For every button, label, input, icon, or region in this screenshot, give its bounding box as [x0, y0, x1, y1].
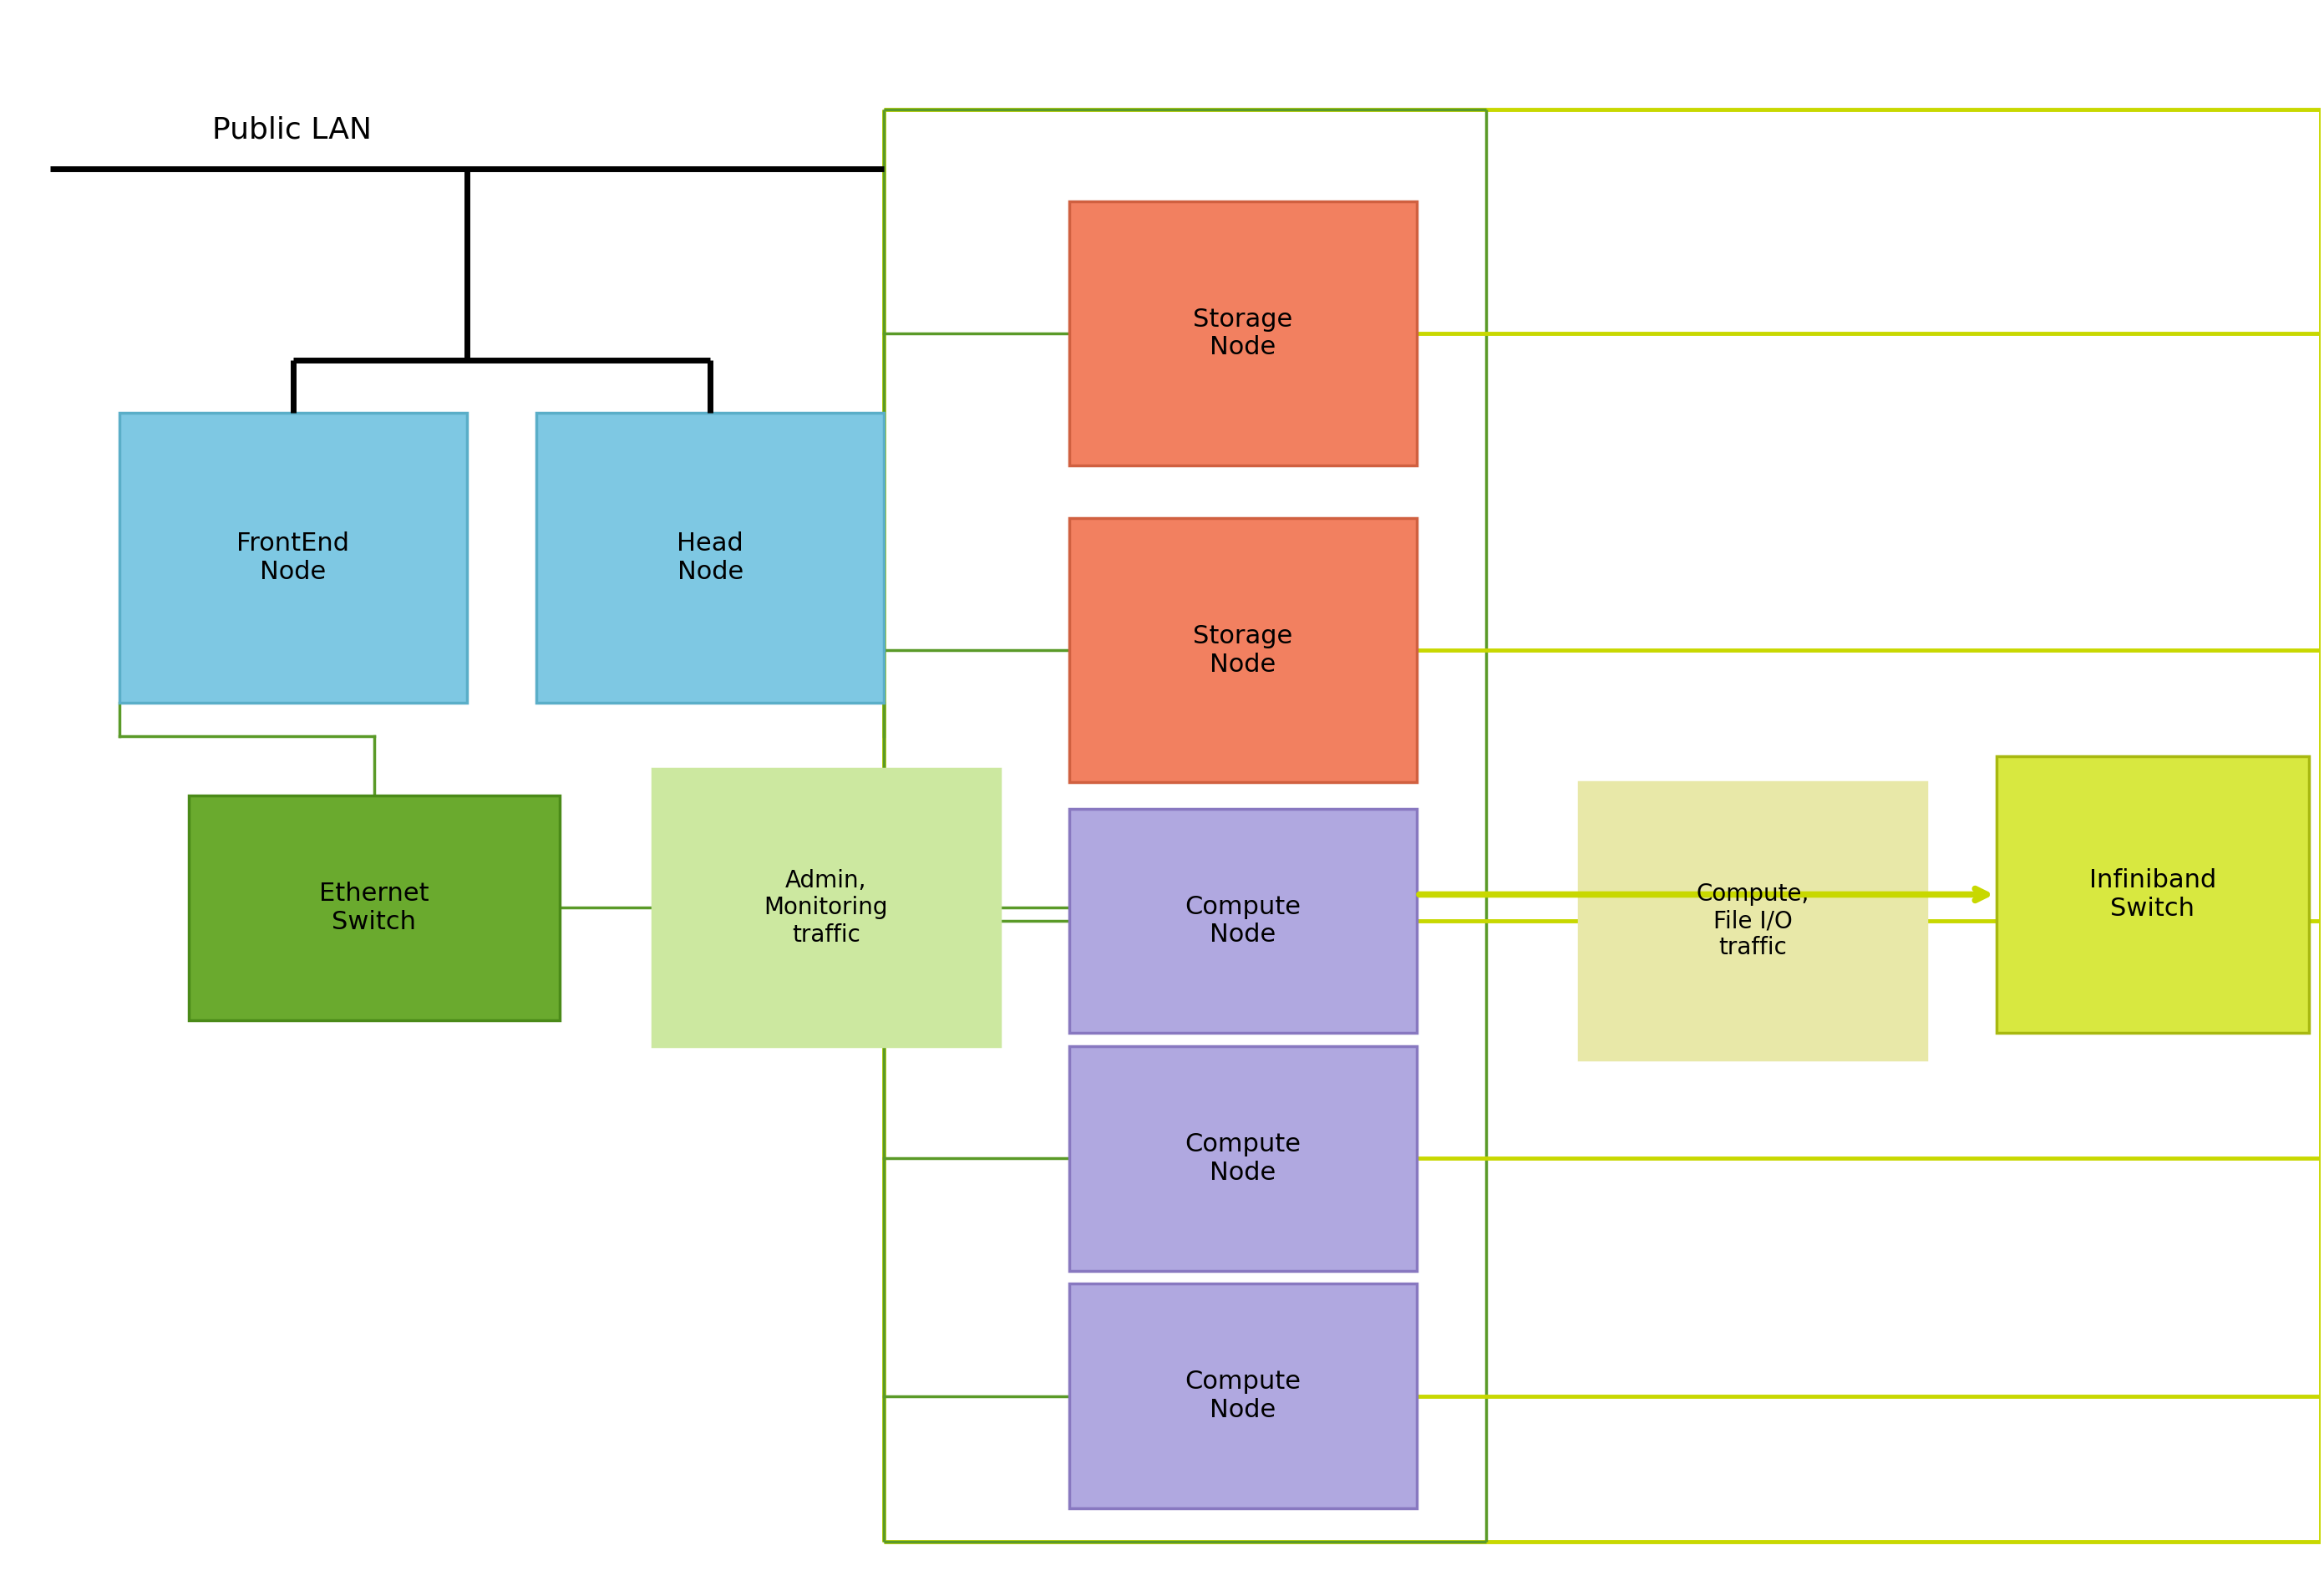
Text: Storage
Node: Storage Node	[1192, 307, 1292, 360]
FancyBboxPatch shape	[119, 412, 467, 703]
Text: Compute
Node: Compute Node	[1185, 1370, 1301, 1422]
FancyBboxPatch shape	[1578, 783, 1927, 1060]
FancyBboxPatch shape	[188, 796, 560, 1020]
FancyBboxPatch shape	[1069, 519, 1418, 783]
FancyBboxPatch shape	[1069, 202, 1418, 466]
Text: Admin,
Monitoring
traffic: Admin, Monitoring traffic	[765, 869, 888, 947]
FancyBboxPatch shape	[1069, 1047, 1418, 1271]
Text: Ethernet
Switch: Ethernet Switch	[318, 881, 430, 934]
Text: Head
Node: Head Node	[676, 531, 744, 584]
FancyBboxPatch shape	[653, 768, 999, 1047]
FancyBboxPatch shape	[1996, 756, 2310, 1033]
Text: Compute
Node: Compute Node	[1185, 1133, 1301, 1185]
Text: FrontEnd
Node: FrontEnd Node	[237, 531, 349, 584]
Text: Storage
Node: Storage Node	[1192, 624, 1292, 676]
FancyBboxPatch shape	[537, 412, 883, 703]
Text: Infiniband
Switch: Infiniband Switch	[2089, 869, 2217, 921]
Text: Compute,
File I/O
traffic: Compute, File I/O traffic	[1697, 881, 1810, 959]
FancyBboxPatch shape	[1069, 1284, 1418, 1508]
Text: Public LAN: Public LAN	[211, 116, 372, 145]
Text: Compute
Node: Compute Node	[1185, 894, 1301, 947]
FancyBboxPatch shape	[1069, 808, 1418, 1033]
